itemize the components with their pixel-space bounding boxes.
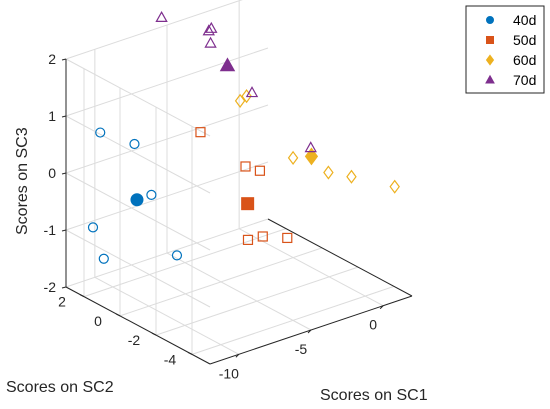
series-mean-point <box>219 57 236 72</box>
x-tick-mark <box>307 329 312 334</box>
series-70d <box>155 10 317 153</box>
data-point <box>234 93 246 108</box>
grid-line-back-z <box>65 161 269 231</box>
legend-marker-60d <box>485 54 495 66</box>
y-tick-mark <box>187 351 193 355</box>
z-tick-label: 1 <box>48 108 56 124</box>
legend-marker-50d <box>486 36 494 44</box>
grid-line-side-z <box>65 172 211 251</box>
data-point <box>287 150 299 165</box>
grid-line-side-z <box>65 229 211 308</box>
x-axis-label: Scores on SC1 <box>320 387 428 404</box>
legend-marker-40d <box>486 16 494 24</box>
legend-box <box>465 5 545 94</box>
grid-line-back-z <box>65 0 243 60</box>
data-point <box>245 86 259 98</box>
series-60d <box>234 89 400 194</box>
data-point <box>95 127 106 138</box>
data-point <box>155 10 168 22</box>
grid-line-floor-x <box>94 276 240 355</box>
z-tick-mark <box>61 286 67 289</box>
y-tick-label: -4 <box>164 351 177 367</box>
data-point <box>195 127 206 138</box>
grid-line-back-z <box>65 47 269 117</box>
grid-line-floor-x <box>166 252 312 331</box>
z-tick-label: -1 <box>44 222 57 238</box>
series-mean-point <box>130 193 144 207</box>
data-point <box>242 234 254 245</box>
data-point <box>323 165 334 180</box>
legend: 40d 50d 60d 70d <box>465 5 545 94</box>
grid-lines <box>65 0 395 365</box>
y-tick-mark <box>115 313 121 317</box>
grid-line-floor-y <box>83 228 287 298</box>
z-tick-mark <box>61 172 67 175</box>
data-point <box>304 141 317 153</box>
data-point <box>254 165 266 176</box>
data-point <box>241 89 252 104</box>
data-point <box>98 253 109 264</box>
grid-line-side-z <box>65 115 211 194</box>
legend-marker-70d <box>485 74 495 84</box>
z-tick-mark <box>61 229 67 232</box>
z-tick-mark <box>61 115 67 118</box>
z-axis-label: Scores on SC3 <box>14 127 31 235</box>
z-tick-label: 0 <box>48 165 56 181</box>
grid-line-floor-y <box>119 247 323 317</box>
y-axis-line <box>65 286 211 365</box>
legend-label-50d: 50d <box>513 32 536 48</box>
data-point <box>204 36 217 48</box>
y-tick-label: -2 <box>128 332 141 348</box>
data-point <box>87 222 99 233</box>
floor-edge-line <box>267 218 413 297</box>
data-point <box>282 232 293 244</box>
z-tick-mark <box>61 58 67 61</box>
x-tick-mark <box>379 305 384 310</box>
x-tick-label: -5 <box>295 341 308 357</box>
data-point <box>389 179 400 194</box>
y-tick-mark <box>151 332 157 336</box>
y-tick-label: 2 <box>58 294 66 310</box>
series-50d <box>195 127 293 245</box>
data-point <box>257 231 268 242</box>
grid-line-floor-y <box>191 285 395 355</box>
y-tick-label: 0 <box>94 313 102 329</box>
legend-label-60d: 60d <box>513 52 536 68</box>
x-tick-label: 0 <box>369 317 377 333</box>
grid-line-floor-x <box>238 228 384 307</box>
y-axis-label: Scores on SC2 <box>6 379 114 396</box>
legend-label-70d: 70d <box>513 72 536 88</box>
z-tick-label: -2 <box>44 279 57 295</box>
z-tick-label: 2 <box>48 51 56 67</box>
data-point <box>202 24 215 36</box>
data-point <box>240 161 251 172</box>
grid-line-floor-y <box>155 266 359 336</box>
grid-line-back-z <box>65 104 269 174</box>
data-point <box>146 189 157 200</box>
data-points <box>87 10 400 264</box>
series-mean-point <box>241 197 255 211</box>
data-point <box>171 250 183 261</box>
x-tick-label: -10 <box>219 365 239 381</box>
series-mean-point <box>304 147 319 166</box>
data-point <box>205 21 218 33</box>
y-tick-mark <box>79 294 85 298</box>
axes <box>61 58 413 365</box>
x-tick-mark <box>235 353 240 358</box>
grid-line-back-z <box>65 218 269 288</box>
data-point <box>346 169 357 184</box>
series-40d <box>87 127 183 264</box>
grid-line-side-z <box>65 58 211 137</box>
data-point <box>129 138 140 150</box>
legend-label-40d: 40d <box>513 12 536 28</box>
